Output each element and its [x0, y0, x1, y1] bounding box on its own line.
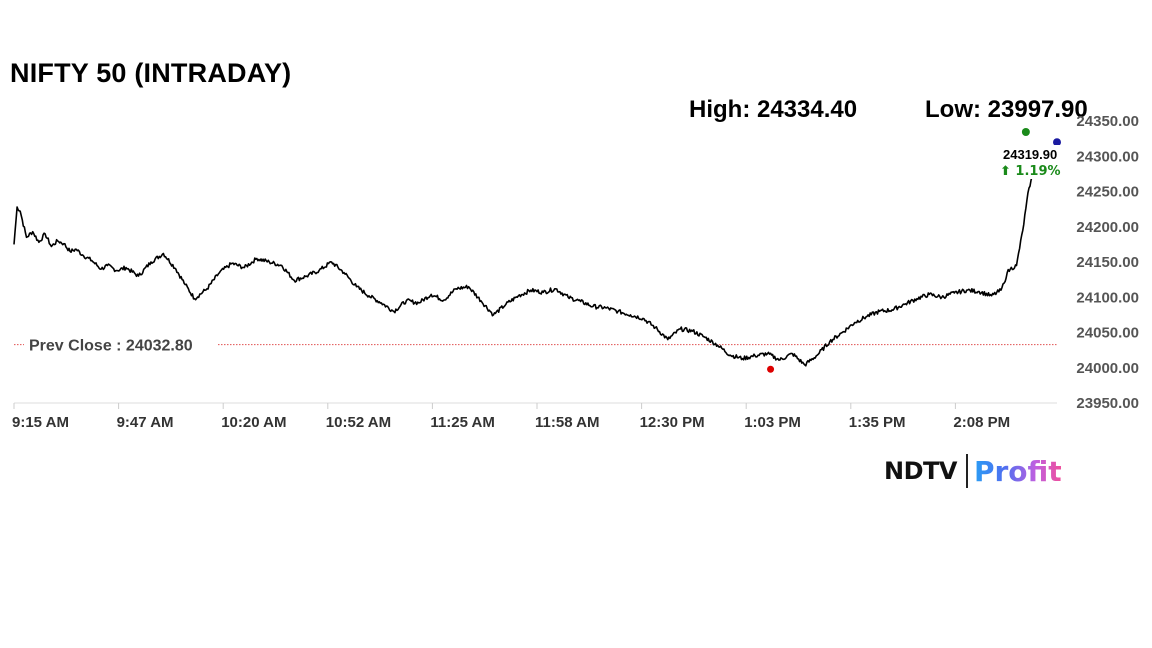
- x-tick-label: 10:20 AM: [221, 414, 286, 431]
- y-tick-label: 24150.00: [1076, 254, 1139, 271]
- y-tick-label: 24050.00: [1076, 325, 1139, 342]
- y-tick-label: 23950.00: [1076, 395, 1139, 412]
- y-tick-label: 24000.00: [1076, 360, 1139, 377]
- current-marker: [1053, 138, 1061, 147]
- high-value: High: 24334.40: [689, 96, 858, 123]
- x-tick-label: 1:03 PM: [744, 414, 801, 431]
- change-label: ⬆ 1.19%: [1000, 164, 1061, 179]
- low-marker: [767, 365, 775, 373]
- last-value-bg: [1000, 145, 1066, 179]
- prev-close-label-bg: [24, 333, 217, 356]
- last-value-label: 24319.90: [1003, 147, 1057, 162]
- x-tick-label: 9:15 AM: [12, 414, 69, 431]
- ndtv-profit-logo: NDTV Profit: [884, 454, 1062, 494]
- x-tick-label: 1:35 PM: [849, 414, 906, 431]
- x-tick-label: 11:58 AM: [535, 414, 599, 431]
- low-value: Low: 23997.90: [925, 96, 1088, 123]
- y-tick-label: 24250.00: [1076, 184, 1139, 201]
- y-tick-label: 24350.00: [1076, 113, 1139, 130]
- chart-title: NIFTY 50 (INTRADAY): [10, 58, 292, 88]
- high-marker: [1021, 127, 1030, 136]
- logo-profit: Profit: [973, 454, 1062, 488]
- x-tick-label: 10:52 AM: [326, 414, 391, 431]
- x-tick-label: 12:30 PM: [640, 414, 705, 431]
- x-tick-label: 11:25 AM: [430, 414, 494, 431]
- price-line: [13, 149, 1040, 367]
- x-tick-label: 2:08 PM: [953, 414, 1010, 431]
- prev-close-label: Prev Close : 24032.80: [29, 338, 193, 355]
- x-tick-label: 9:47 AM: [117, 414, 174, 431]
- y-tick-label: 24100.00: [1076, 289, 1139, 306]
- y-tick-label: 24200.00: [1076, 219, 1139, 236]
- logo-ndtv: NDTV: [884, 457, 957, 485]
- logo-divider: [965, 454, 968, 488]
- y-tick-label: 24300.00: [1076, 148, 1139, 165]
